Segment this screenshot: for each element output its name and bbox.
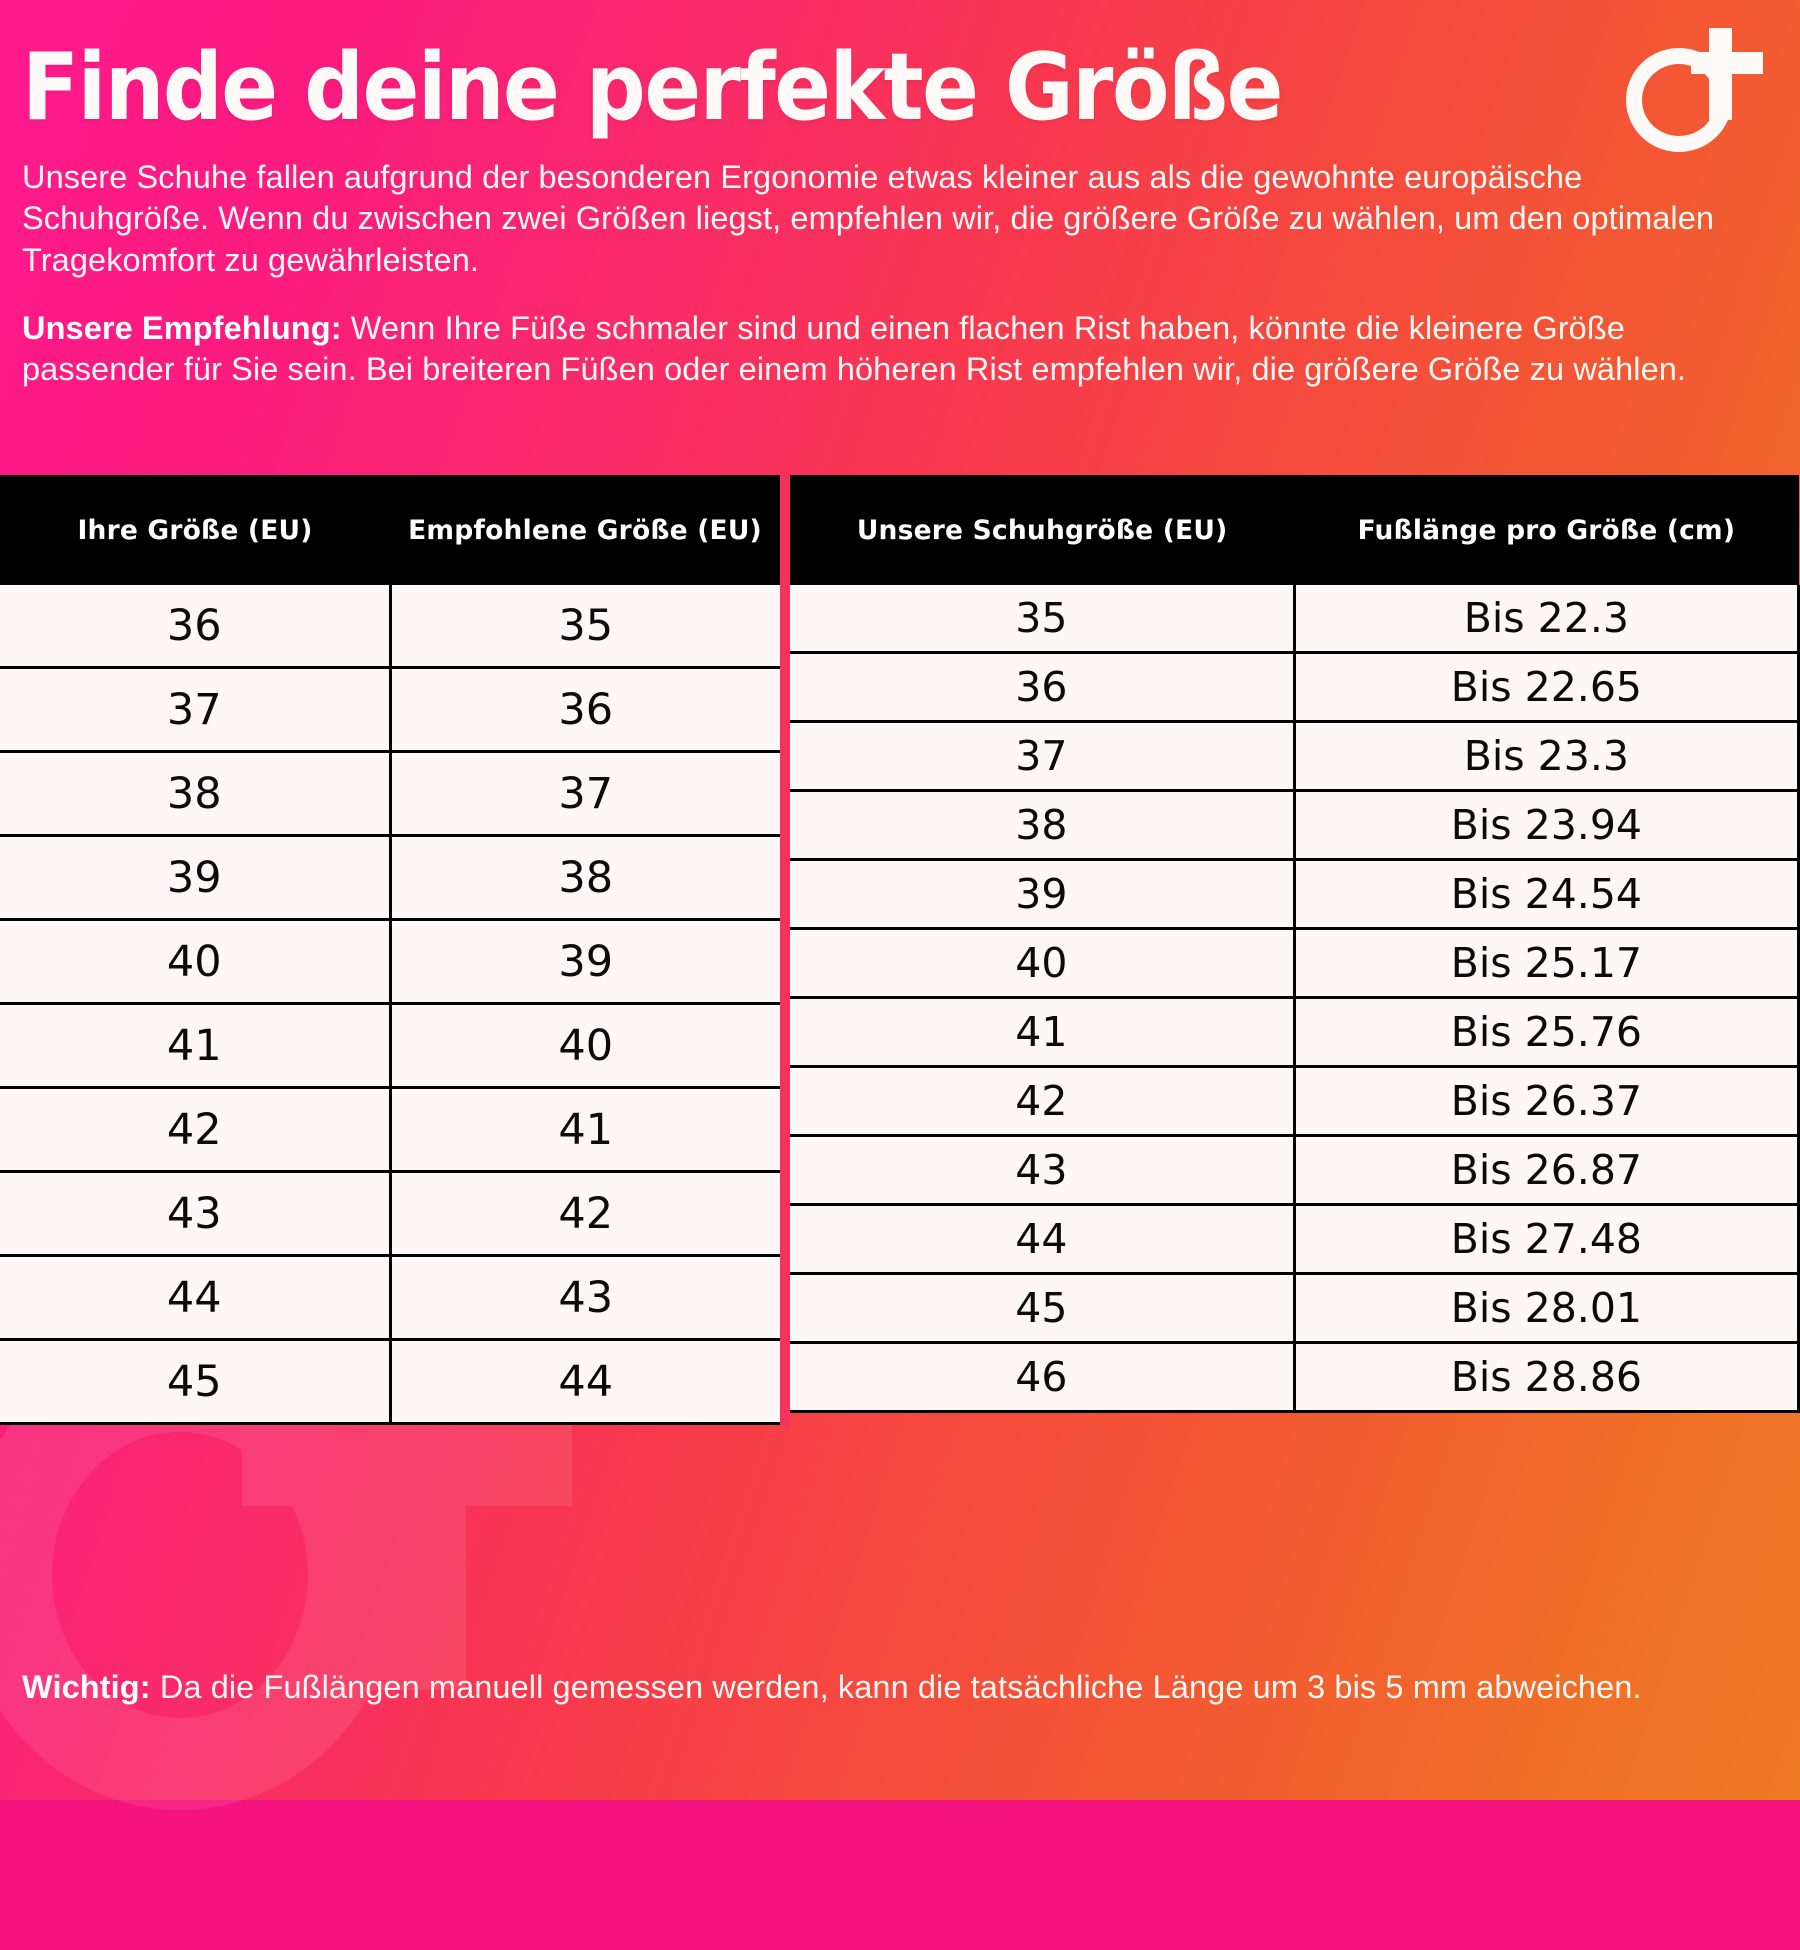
conversion-table-wrapper: Ihre Größe (EU) Empfohlene Größe (EU) 36… bbox=[0, 475, 780, 1425]
column-header-our-size: Unsere Schuhgröße (EU) bbox=[790, 475, 1295, 585]
cell-size: 42 bbox=[790, 1065, 1296, 1137]
table-row: 38 Bis 23.94 bbox=[790, 789, 1800, 861]
table-row: 42 Bis 26.37 bbox=[790, 1065, 1800, 1137]
cell-size: 43 bbox=[0, 1170, 392, 1257]
table-row: 45 44 bbox=[0, 1338, 780, 1425]
cell-size: 35 bbox=[790, 585, 1296, 654]
intro-paragraph: Unsere Schuhe fallen aufgrund der besond… bbox=[22, 158, 1715, 279]
cell-size: 39 bbox=[790, 858, 1296, 930]
table-header-row: Ihre Größe (EU) Empfohlene Größe (EU) bbox=[0, 475, 780, 585]
conversion-table: Ihre Größe (EU) Empfohlene Größe (EU) 36… bbox=[0, 475, 780, 1425]
cell-size: 36 bbox=[790, 651, 1296, 723]
cell-size: 38 bbox=[0, 750, 392, 837]
header-section: Finde deine perfekte Größe Unsere Schuhe… bbox=[0, 0, 1800, 391]
footlength-table-body: 35 Bis 22.3 36 Bis 22.65 37 Bis 23.3 38 Bis 23.… bbox=[790, 585, 1800, 1413]
cell-size: 41 bbox=[790, 996, 1296, 1068]
cell-size: 37 bbox=[0, 666, 392, 753]
table-divider bbox=[780, 475, 790, 1425]
cell-value: Bis 25.17 bbox=[1292, 927, 1800, 999]
table-row: 43 42 bbox=[0, 1170, 780, 1257]
footlength-table-wrapper: Unsere Schuhgröße (EU) Fußlänge pro Größ… bbox=[790, 475, 1800, 1413]
column-header-foot-length: Fußlänge pro Größe (cm) bbox=[1294, 475, 1799, 585]
table-row: 40 Bis 25.17 bbox=[790, 927, 1800, 999]
table-row: 36 35 bbox=[0, 585, 780, 669]
cell-value: 36 bbox=[388, 666, 780, 753]
cell-value: Bis 23.94 bbox=[1292, 789, 1800, 861]
cell-value: 35 bbox=[388, 585, 780, 669]
cell-value: Bis 28.86 bbox=[1292, 1341, 1800, 1413]
cell-size: 39 bbox=[0, 834, 392, 921]
table-header-row: Unsere Schuhgröße (EU) Fußlänge pro Größ… bbox=[790, 475, 1799, 585]
table-row: 36 Bis 22.65 bbox=[790, 651, 1800, 723]
footer-label: Wichtig: bbox=[22, 1668, 151, 1705]
cell-size: 40 bbox=[790, 927, 1296, 999]
table-row: 41 40 bbox=[0, 1002, 780, 1089]
size-tables-container: Ihre Größe (EU) Empfohlene Größe (EU) 36… bbox=[0, 475, 1800, 1425]
table-row: 44 Bis 27.48 bbox=[790, 1203, 1800, 1275]
footer-text: Da die Fußlängen manuell gemessen werden… bbox=[150, 1668, 1642, 1705]
column-header-recommended-size: Empfohlene Größe (EU) bbox=[390, 475, 780, 585]
cell-size: 44 bbox=[0, 1254, 392, 1341]
cell-value: 42 bbox=[388, 1170, 780, 1257]
cell-value: Bis 25.76 bbox=[1292, 996, 1800, 1068]
cell-value: 38 bbox=[388, 834, 780, 921]
cell-value: 44 bbox=[388, 1338, 780, 1425]
cell-size: 37 bbox=[790, 720, 1296, 792]
cell-value: Bis 23.3 bbox=[1292, 720, 1800, 792]
cell-size: 42 bbox=[0, 1086, 392, 1173]
table-row: 45 Bis 28.01 bbox=[790, 1272, 1800, 1344]
cell-size: 38 bbox=[790, 789, 1296, 861]
size-guide-page: Finde deine perfekte Größe Unsere Schuhe… bbox=[0, 0, 1800, 1708]
cell-value: 43 bbox=[388, 1254, 780, 1341]
cell-value: Bis 26.87 bbox=[1292, 1134, 1800, 1206]
cell-value: 41 bbox=[388, 1086, 780, 1173]
table-row: 39 38 bbox=[0, 834, 780, 921]
cell-value: Bis 22.65 bbox=[1292, 651, 1800, 723]
cell-size: 45 bbox=[0, 1338, 392, 1425]
column-header-your-size: Ihre Größe (EU) bbox=[0, 475, 390, 585]
cell-size: 40 bbox=[0, 918, 392, 1005]
cell-value: Bis 28.01 bbox=[1292, 1272, 1800, 1344]
cell-size: 41 bbox=[0, 1002, 392, 1089]
table-row: 38 37 bbox=[0, 750, 780, 837]
cell-value: Bis 26.37 bbox=[1292, 1065, 1800, 1137]
brand-circle-plus-icon bbox=[1624, 24, 1774, 152]
cell-size: 43 bbox=[790, 1134, 1296, 1206]
cell-value: 37 bbox=[388, 750, 780, 837]
cell-value: Bis 27.48 bbox=[1292, 1203, 1800, 1275]
table-row: 46 Bis 28.86 bbox=[790, 1341, 1800, 1413]
conversion-table-body: 36 35 37 36 38 37 39 38 40 39 41 40 42 41 43 42 44 43 45 44 bbox=[0, 585, 780, 1425]
table-row: 42 41 bbox=[0, 1086, 780, 1173]
cell-value: Bis 22.3 bbox=[1292, 585, 1800, 654]
footlength-table: Unsere Schuhgröße (EU) Fußlänge pro Größ… bbox=[790, 475, 1800, 1413]
table-row: 41 Bis 25.76 bbox=[790, 996, 1800, 1068]
cell-size: 46 bbox=[790, 1341, 1296, 1413]
page-title: Finde deine perfekte Größe bbox=[22, 33, 1283, 141]
footer-note: Wichtig: Da die Fußlängen manuell gemess… bbox=[22, 1666, 1778, 1708]
table-row: 44 43 bbox=[0, 1254, 780, 1341]
recommendation-label: Unsere Empfehlung: bbox=[22, 309, 342, 346]
cell-value: Bis 24.54 bbox=[1292, 858, 1800, 930]
table-row: 35 Bis 22.3 bbox=[790, 585, 1800, 654]
table-row: 43 Bis 26.87 bbox=[790, 1134, 1800, 1206]
recommendation-text: Wenn Ihre Füße schmaler sind und einen f… bbox=[22, 309, 1687, 388]
table-row: 37 Bis 23.3 bbox=[790, 720, 1800, 792]
table-row: 40 39 bbox=[0, 918, 780, 1005]
cell-size: 36 bbox=[0, 585, 392, 669]
cell-size: 44 bbox=[790, 1203, 1296, 1275]
cell-size: 45 bbox=[790, 1272, 1296, 1344]
cell-value: 40 bbox=[388, 1002, 780, 1089]
table-row: 37 36 bbox=[0, 666, 780, 753]
recommendation-paragraph: Unsere Empfehlung: Wenn Ihre Füße schmal… bbox=[22, 308, 1778, 391]
cell-value: 39 bbox=[388, 918, 780, 1005]
table-row: 39 Bis 24.54 bbox=[790, 858, 1800, 930]
